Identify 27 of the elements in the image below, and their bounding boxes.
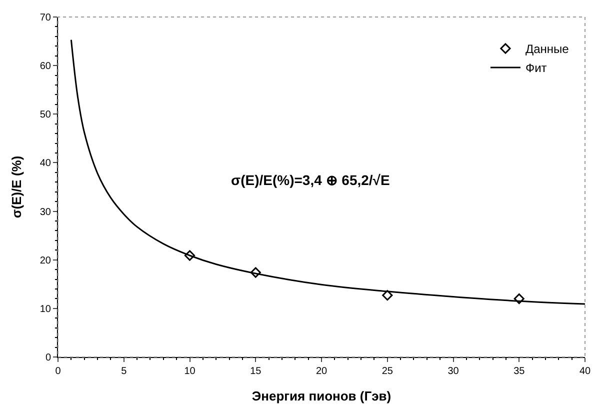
legend-label: Фит	[525, 61, 548, 76]
annotation: σ(E)/E(%)=3,4 ⊕ 65,2/√E	[231, 172, 390, 188]
line-series	[70, 39, 585, 305]
y-tick-label: 0	[45, 352, 52, 364]
x-tick-label: 20	[316, 366, 328, 377]
point	[250, 267, 261, 278]
legend-label: Данные	[525, 42, 570, 56]
x-tick-label: 25	[382, 366, 394, 377]
y-tick-label: 60	[40, 61, 52, 72]
x-tick-label: 10	[184, 366, 196, 377]
x-tick-label: 15	[250, 366, 262, 377]
x-tick-label: 30	[448, 366, 460, 377]
point	[382, 290, 393, 301]
y-tick-label: 20	[40, 255, 52, 266]
y-tick-label: 70	[40, 12, 52, 24]
point	[514, 293, 524, 304]
x-tick-label: 0	[55, 366, 62, 377]
y-tick-label: 30	[40, 206, 52, 218]
x-tick-label: 40	[579, 366, 591, 377]
y-tick-label: 40	[40, 158, 52, 170]
x-tick-label: 35	[514, 366, 526, 377]
y-tick-label: 10	[40, 304, 52, 315]
point	[184, 250, 196, 261]
x-axis-title: Энергия пионов (Гэв)	[252, 388, 392, 404]
y-axis-title: σ(E)/E (%)	[8, 156, 24, 218]
y-tick-label: 50	[40, 110, 52, 121]
x-tick-label: 5	[121, 366, 128, 377]
